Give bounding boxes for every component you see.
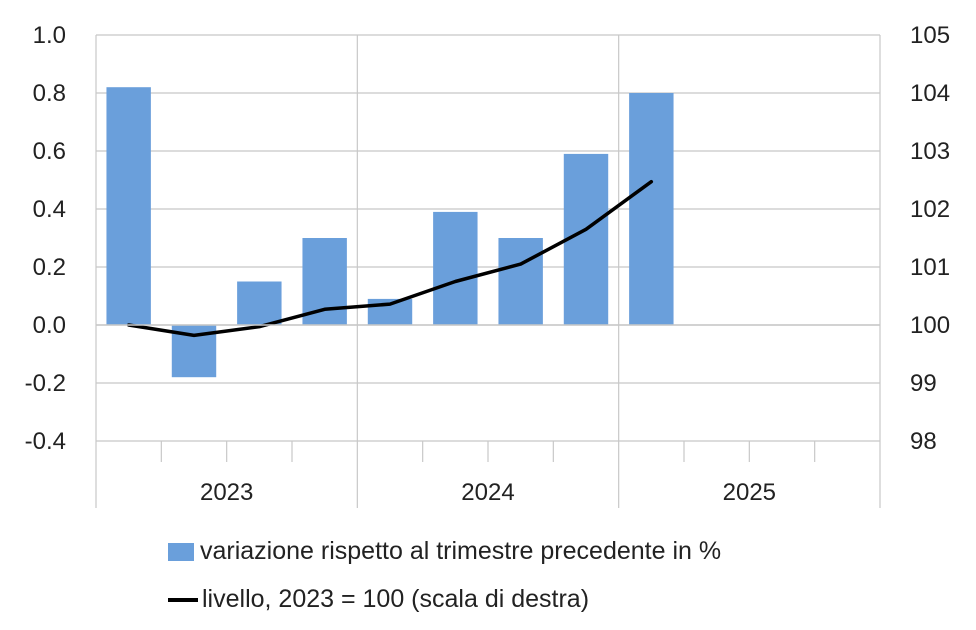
legend-item-line: livello, 2023 = 100 (scala di destra): [168, 585, 589, 614]
y-left-tick-label: 0.6: [33, 138, 66, 165]
legend-line-label: livello, 2023 = 100 (scala di destra): [202, 585, 590, 613]
bar: [433, 211, 478, 325]
y-right-tick-label: 101: [910, 254, 950, 281]
y-left-tick-label: 1.0: [33, 22, 66, 49]
legend-line-swatch: [168, 597, 198, 602]
x-year-label: 2023: [200, 479, 253, 506]
y-right-tick-label: 105: [910, 22, 950, 49]
y-left-tick-label: 0.2: [33, 254, 66, 281]
y-right-tick-label: 103: [910, 138, 950, 165]
bar: [237, 281, 282, 325]
legend-bar-swatch: [168, 542, 194, 561]
y-right-tick-label: 100: [910, 312, 950, 339]
x-year-label: 2024: [461, 479, 514, 506]
level-line: [126, 179, 654, 338]
y-right-tick-label: 104: [910, 80, 950, 107]
axis-labels: 1.0 105 0.8 104 0.6 103 0.4 102 0.2 101 0.0 100 -0.2…: [25, 22, 950, 506]
y-right-tick-label: 98: [910, 428, 937, 455]
y-right-tick-label: 102: [910, 196, 950, 223]
axes: [96, 324, 880, 462]
legend-item-bars: variazione rispetto al trimestre precede…: [168, 537, 721, 566]
bar: [629, 93, 674, 325]
bar: [498, 238, 543, 325]
y-left-tick-label: 0.0: [33, 312, 66, 339]
bar: [106, 87, 151, 325]
y-right-tick-label: 99: [910, 370, 937, 397]
line-series: [126, 179, 654, 338]
y-left-tick-label: 0.4: [33, 196, 66, 223]
legend-bar-label: variazione rispetto al trimestre precede…: [200, 537, 722, 565]
y-left-tick-label: 0.8: [33, 80, 66, 107]
x-year-label: 2025: [723, 479, 776, 506]
y-left-tick-label: -0.4: [25, 428, 66, 455]
bar: [563, 153, 609, 325]
y-left-tick-label: -0.2: [25, 370, 66, 397]
